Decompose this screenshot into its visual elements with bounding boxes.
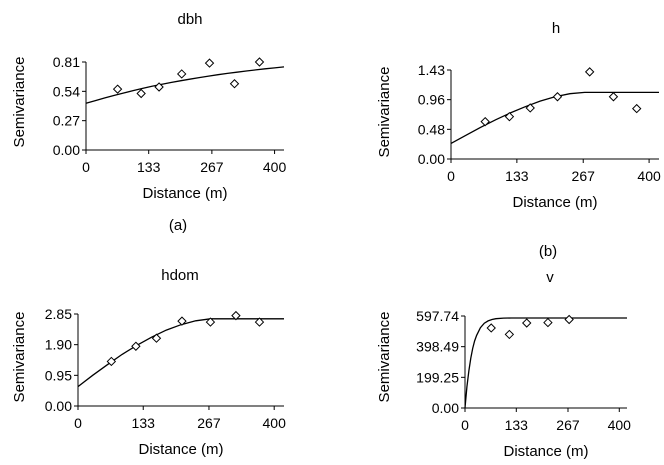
fitted-model-line (450, 91, 659, 144)
x-tick-label: 133 (137, 159, 161, 175)
data-point (525, 103, 535, 113)
data-point (522, 318, 532, 328)
x-axis-label: Distance (m) (138, 441, 223, 458)
x-tick-label: 267 (556, 417, 580, 433)
data-point (486, 323, 496, 333)
y-tick-label: 199.25 (416, 369, 459, 385)
data-point (254, 317, 265, 327)
data-point (584, 67, 595, 77)
panel-hdom: hdom 0.00 0.95 1.90 2.85 0 133 267 400 Distance (… (11, 267, 286, 458)
x-tick-label: 400 (608, 417, 632, 433)
data-point (151, 333, 162, 343)
y-tick-label: 0.00 (53, 142, 80, 158)
x-tick-label: 0 (74, 415, 82, 431)
x-tick-label: 0 (447, 168, 455, 184)
data-point (204, 58, 215, 68)
panel-caption: (b) (539, 243, 557, 260)
data-point (543, 317, 553, 328)
x-tick-label: 0 (82, 159, 90, 175)
y-axis-label: Semivariance (376, 67, 393, 158)
data-point (504, 329, 515, 340)
data-point (136, 88, 146, 99)
fitted-model-line (464, 317, 627, 409)
y-tick-label: 0.00 (432, 400, 459, 416)
x-axis-label: Distance (m) (512, 194, 597, 211)
data-point (632, 103, 642, 114)
y-tick-label: 0.54 (53, 83, 80, 99)
panel-v: v 0.00 199.25 398.49 597.74 0 133 267 400 Distanc… (376, 269, 631, 460)
x-tick-label: 400 (263, 159, 287, 175)
data-point (131, 341, 141, 351)
panel-dbh: dbh 0.00 0.27 0.54 0.81 0 133 267 400 Distance (m… (11, 11, 286, 234)
panel-caption: (a) (169, 217, 187, 234)
panel-title: dbh (177, 11, 202, 28)
panel-title: v (546, 269, 554, 286)
panel-title: hdom (161, 267, 199, 284)
x-tick-label: 133 (505, 417, 529, 433)
y-tick-label: 0.27 (53, 113, 80, 129)
y-axis-label: Semivariance (11, 57, 28, 148)
y-tick-label: 0.00 (418, 151, 445, 167)
x-tick-label: 400 (263, 415, 287, 431)
data-point (564, 314, 574, 325)
fitted-model-line (77, 318, 284, 388)
y-tick-label: 398.49 (416, 339, 459, 355)
x-tick-label: 267 (572, 168, 596, 184)
data-point (176, 69, 187, 79)
x-axis-label: Distance (m) (503, 443, 588, 460)
data-point (205, 317, 216, 327)
data-point (504, 111, 515, 122)
x-tick-label: 267 (200, 159, 224, 175)
y-tick-label: 1.90 (45, 337, 72, 353)
y-tick-label: 1.43 (418, 62, 445, 78)
data-point (480, 116, 490, 127)
y-axis-label: Semivariance (11, 312, 28, 403)
x-tick-label: 133 (505, 168, 529, 184)
fitted-model-line (85, 66, 285, 104)
y-tick-label: 0.48 (418, 121, 445, 137)
data-point (552, 92, 563, 102)
x-axis-label: Distance (m) (142, 185, 227, 202)
data-point (154, 82, 164, 92)
data-point (608, 92, 619, 102)
data-point (106, 356, 117, 367)
y-tick-label: 0.95 (45, 367, 72, 383)
data-point (229, 79, 240, 89)
panel-h: h 0.00 0.48 0.96 1.43 0 133 267 400 Distance (m) S… (376, 20, 661, 260)
data-point (177, 316, 187, 326)
data-point (254, 57, 265, 67)
y-tick-label: 2.85 (45, 306, 72, 322)
y-tick-label: 597.74 (416, 308, 459, 324)
x-tick-label: 400 (637, 168, 661, 184)
x-tick-label: 267 (197, 415, 221, 431)
data-point (112, 84, 123, 94)
panel-title: h (552, 20, 560, 37)
x-tick-label: 133 (132, 415, 156, 431)
y-tick-label: 0.96 (418, 92, 445, 108)
y-tick-label: 0.81 (53, 54, 80, 70)
y-axis-label: Semivariance (376, 312, 393, 403)
data-point (231, 310, 241, 321)
y-tick-label: 0.00 (45, 398, 72, 414)
x-tick-label: 0 (461, 417, 469, 433)
